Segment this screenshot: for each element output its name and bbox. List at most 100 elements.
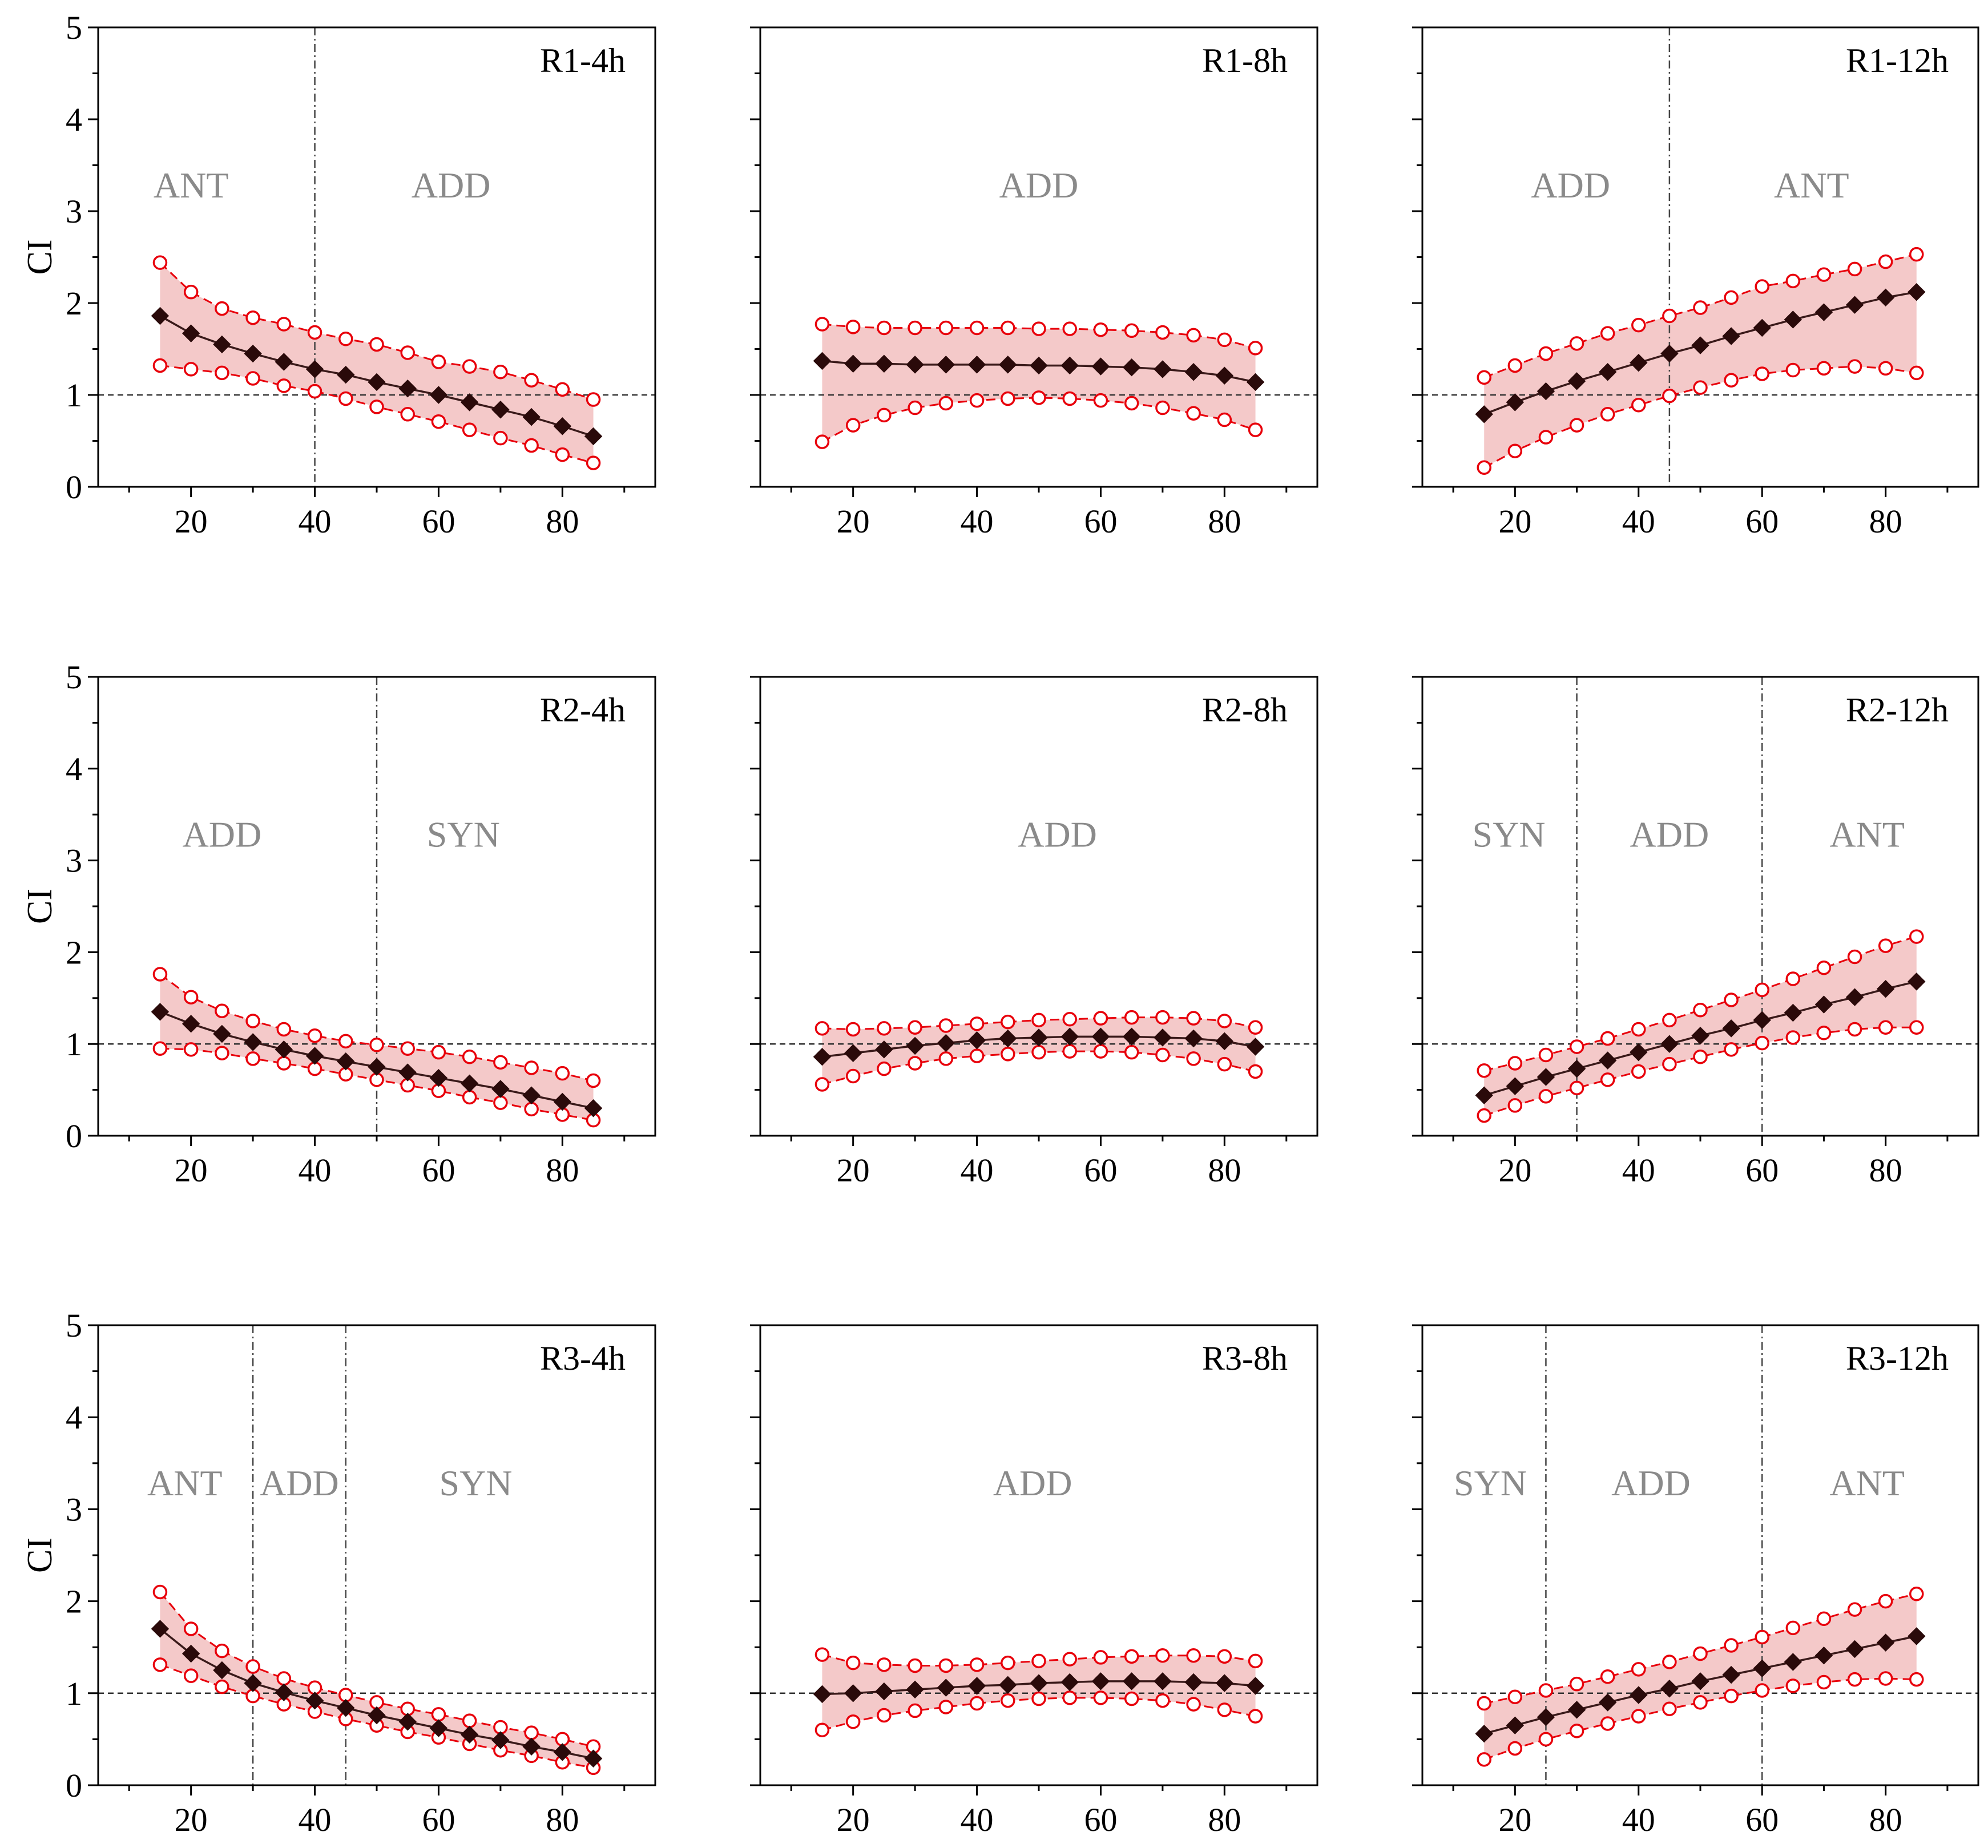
upper-point <box>1031 321 1046 336</box>
upper-point <box>1155 325 1170 340</box>
lower-point <box>1569 1080 1584 1096</box>
lower-point <box>524 438 539 453</box>
mean-point <box>1091 1027 1110 1046</box>
mean-point <box>906 1680 924 1699</box>
mean-point <box>813 1685 832 1704</box>
upper-point <box>1248 1020 1263 1035</box>
x-tick-label: 20 <box>175 1801 208 1838</box>
lower-point <box>1878 361 1893 376</box>
x-tick-label: 80 <box>546 1801 579 1838</box>
y-tick-label: 3 <box>66 842 82 879</box>
upper-point <box>1909 247 1924 262</box>
panel-title: R1-12h <box>1846 42 1949 79</box>
upper-point <box>908 1658 922 1673</box>
upper-point <box>1816 960 1832 975</box>
y-tick-label: 2 <box>66 934 82 971</box>
mean-point <box>213 1024 231 1043</box>
mean-point <box>1506 393 1525 411</box>
upper-point <box>969 1016 985 1031</box>
lower-point <box>1155 400 1170 415</box>
mean-point <box>844 1684 862 1702</box>
mean-point <box>1246 1038 1265 1056</box>
lower-point <box>1538 430 1554 445</box>
lower-point <box>1507 1741 1523 1756</box>
lower-point <box>845 418 861 433</box>
lower-bound-line <box>821 397 1256 443</box>
lower-point <box>938 396 954 411</box>
upper-point <box>152 255 168 270</box>
lower-point <box>1909 1020 1924 1035</box>
mean-point <box>1908 1627 1926 1645</box>
lower-point <box>1186 406 1201 421</box>
upper-point <box>1217 1014 1232 1028</box>
mean-point <box>1876 980 1895 998</box>
upper-point <box>1248 341 1263 356</box>
x-tick-label: 80 <box>546 503 579 540</box>
x-tick-label: 60 <box>1745 1801 1779 1838</box>
upper-point <box>1217 1649 1232 1664</box>
upper-point <box>1662 1012 1677 1028</box>
mean-point <box>1122 1027 1141 1046</box>
mean-point <box>305 1047 324 1065</box>
mean-point <box>491 1731 510 1749</box>
mean-point <box>182 324 200 342</box>
lower-point <box>1031 1044 1046 1060</box>
mean-point <box>275 1040 293 1059</box>
upper-point <box>1031 1653 1046 1669</box>
panel-title: R1-4h <box>540 42 626 79</box>
y-axis-label: CI <box>21 1538 59 1573</box>
lower-point <box>1847 1672 1862 1687</box>
mean-point <box>1215 366 1234 385</box>
mean-point <box>368 1058 386 1076</box>
mean-point <box>1722 1019 1740 1038</box>
lower-point <box>1186 1697 1201 1712</box>
upper-point <box>1062 1012 1077 1027</box>
lower-point <box>276 1056 292 1071</box>
region-label: SYN <box>1454 1463 1527 1503</box>
mean-point <box>368 1706 386 1725</box>
upper-point <box>1186 1011 1201 1026</box>
lower-point <box>215 1679 229 1694</box>
upper-point <box>400 1041 415 1056</box>
lower-point <box>1569 1724 1584 1738</box>
y-tick-label: 0 <box>66 1117 82 1155</box>
upper-point <box>462 1713 477 1728</box>
confidence-band <box>1484 254 1917 468</box>
panel-title: R1-8h <box>1202 42 1288 79</box>
upper-point <box>1155 1648 1170 1663</box>
upper-point <box>1909 929 1924 944</box>
panel-title: R3-12h <box>1846 1339 1949 1377</box>
upper-point <box>1755 1629 1769 1645</box>
upper-point <box>586 392 601 407</box>
mean-point <box>275 1683 293 1701</box>
upper-point <box>1600 1669 1615 1684</box>
x-tick-label: 40 <box>299 503 332 540</box>
mean-point <box>1567 1059 1586 1078</box>
region-label: ADD <box>1611 1463 1691 1503</box>
upper-point <box>1724 992 1739 1007</box>
mean-point <box>1091 1672 1110 1690</box>
upper-point <box>1001 1014 1015 1030</box>
upper-point <box>1477 1063 1491 1078</box>
mean-point <box>1845 296 1864 314</box>
upper-point <box>814 1647 830 1662</box>
lower-point <box>1217 1056 1232 1072</box>
mean-point <box>1598 1693 1617 1712</box>
upper-point <box>431 1707 446 1722</box>
lower-point <box>1816 1026 1832 1040</box>
lower-point <box>1755 1683 1769 1698</box>
mean-point <box>584 1749 603 1768</box>
upper-point <box>215 301 229 316</box>
upper-point <box>1847 949 1862 965</box>
upper-point <box>524 1060 539 1075</box>
upper-point <box>908 320 922 336</box>
mean-point <box>999 356 1017 374</box>
mean-point <box>244 1674 262 1692</box>
mean-point <box>1060 356 1079 375</box>
mean-point <box>1660 1680 1679 1698</box>
lower-point <box>1093 1690 1108 1705</box>
lower-point <box>1477 1752 1491 1767</box>
lower-point <box>1724 373 1739 388</box>
upper-point <box>1662 1655 1677 1669</box>
upper-point <box>431 354 446 369</box>
